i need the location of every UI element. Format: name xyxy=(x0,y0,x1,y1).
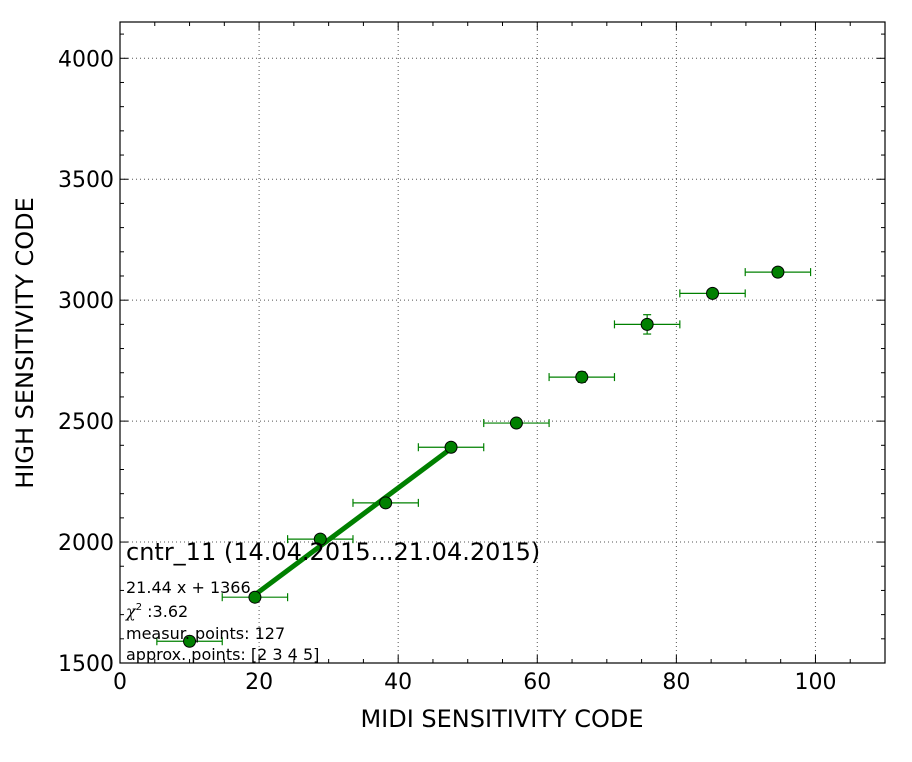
data-point xyxy=(771,265,785,279)
x-tick-label: 100 xyxy=(794,670,836,695)
data-point xyxy=(183,634,197,648)
data-point xyxy=(313,532,327,546)
data-point xyxy=(575,370,589,384)
y-tick-label: 2000 xyxy=(58,531,114,556)
y-tick-label: 1500 xyxy=(58,652,114,677)
data-point xyxy=(379,496,393,510)
x-tick-label: 0 xyxy=(113,670,127,695)
x-tick-label: 40 xyxy=(384,670,412,695)
data-point xyxy=(509,416,523,430)
x-axis-label: MIDI SENSITIVITY CODE xyxy=(360,705,643,733)
annotation-title: cntr_11 (14.04.2015...21.04.2015) xyxy=(126,538,540,566)
annotation-measur-points: measur. points: 127 xyxy=(126,624,285,643)
chi-symbol: χ xyxy=(125,602,137,621)
data-point xyxy=(706,286,720,300)
chi-value: :3.62 xyxy=(142,602,188,621)
y-tick-label: 3000 xyxy=(58,289,114,314)
annotations: cntr_11 (14.04.2015...21.04.2015) 21.44 … xyxy=(125,538,540,664)
data-point xyxy=(640,317,654,331)
y-tick-label: 4000 xyxy=(58,47,114,72)
x-tick-label: 80 xyxy=(662,670,690,695)
chi-superscript: 2 xyxy=(136,602,142,613)
annotation-equation: 21.44 x + 1366 xyxy=(126,578,251,597)
x-tick-label: 60 xyxy=(523,670,551,695)
data-point xyxy=(444,440,458,454)
fit-line-group xyxy=(253,446,453,597)
annotation-approx-points: approx. points: [2 3 4 5] xyxy=(126,645,319,664)
data-point xyxy=(248,590,262,604)
data-points xyxy=(183,265,785,648)
y-tick-label: 2500 xyxy=(58,410,114,435)
y-axis-label: HIGH SENSITIVITY CODE xyxy=(11,197,39,489)
x-tick-label: 20 xyxy=(245,670,273,695)
annotation-chi-square: χ2 :3.62 xyxy=(125,602,188,621)
fit-line xyxy=(253,446,453,597)
axes: 0 20 40 60 80 100 1500 2000 2500 3000 3500 4000 xyxy=(58,21,886,695)
y-tick-label: 3500 xyxy=(58,168,114,193)
